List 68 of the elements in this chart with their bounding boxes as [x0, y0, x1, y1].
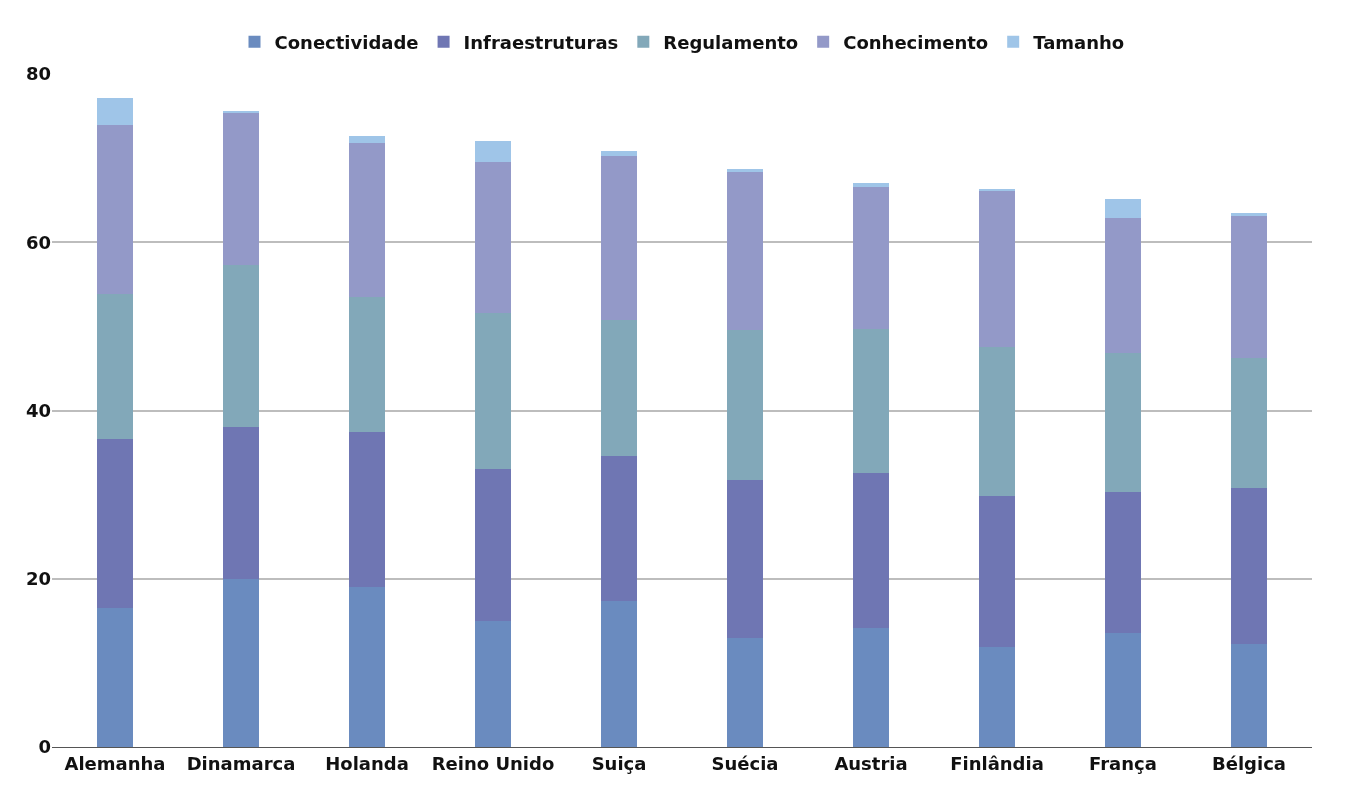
- x-tick-label: Finlândia: [950, 752, 1044, 774]
- bar: [1105, 632, 1141, 747]
- x-tick-label: Suécia: [711, 752, 779, 774]
- x-tick-label: Holanda: [325, 752, 409, 774]
- bar: [475, 162, 511, 313]
- legend-label: Tamanho: [1033, 31, 1125, 53]
- bar: [727, 329, 763, 481]
- bar: [601, 155, 637, 321]
- bar: [979, 190, 1015, 347]
- bar: [1105, 198, 1141, 218]
- y-tick-label: 60: [25, 231, 51, 253]
- bar: [601, 455, 637, 601]
- bar: [979, 646, 1015, 747]
- x-tick-label: França: [1089, 752, 1157, 774]
- bar: [1105, 492, 1141, 633]
- bar: [601, 151, 637, 156]
- bar: [1231, 487, 1267, 645]
- bar: [853, 183, 889, 187]
- bar: [475, 469, 511, 621]
- bar: [1231, 358, 1267, 488]
- bar: [601, 600, 637, 747]
- y-tick-label: 20: [25, 568, 51, 590]
- bar: [97, 125, 133, 295]
- x-tick-label: Reino Unido: [431, 752, 555, 774]
- bar: [223, 112, 259, 265]
- bar: [223, 427, 259, 579]
- x-tick-label: Austria: [834, 752, 908, 774]
- bar: [475, 620, 511, 747]
- bar: [349, 136, 385, 143]
- x-tick-label: Bélgica: [1212, 752, 1286, 774]
- bar: [1105, 353, 1141, 493]
- bar: [1231, 212, 1267, 217]
- bar: [853, 472, 889, 628]
- bar: [727, 169, 763, 173]
- bar: [979, 346, 1015, 497]
- bar: [1231, 644, 1267, 747]
- y-tick-label: 0: [38, 736, 51, 758]
- bar: [601, 320, 637, 456]
- bar: [1231, 216, 1267, 359]
- bar: [97, 97, 133, 126]
- bar: [97, 294, 133, 440]
- bar: [349, 142, 385, 297]
- bar: [727, 172, 763, 330]
- bar: [979, 496, 1015, 647]
- y-tick-label: 40: [25, 399, 51, 421]
- bar: [727, 480, 763, 638]
- legend-label: Conectividade: [274, 31, 419, 53]
- legend-label: Regulamento: [663, 31, 799, 53]
- bar: [727, 637, 763, 747]
- bar: [349, 296, 385, 432]
- bar: [853, 186, 889, 329]
- legend-label: Conhecimento: [843, 31, 989, 53]
- bar: [97, 439, 133, 609]
- bar: [475, 141, 511, 163]
- bar: [853, 627, 889, 747]
- bar: [223, 578, 259, 747]
- bar: [97, 608, 133, 747]
- y-tick-label: 80: [25, 63, 51, 85]
- bar: [475, 312, 511, 470]
- bar: [349, 587, 385, 747]
- legend-label: Infraestruturas: [463, 31, 619, 53]
- x-tick-label: Suiça: [591, 752, 647, 774]
- x-tick-label: Dinamarca: [186, 752, 296, 774]
- x-tick-label: Alemanha: [64, 752, 166, 774]
- bar: [853, 328, 889, 473]
- bar: [349, 431, 385, 588]
- bar: [223, 264, 259, 428]
- bar: [1105, 217, 1141, 354]
